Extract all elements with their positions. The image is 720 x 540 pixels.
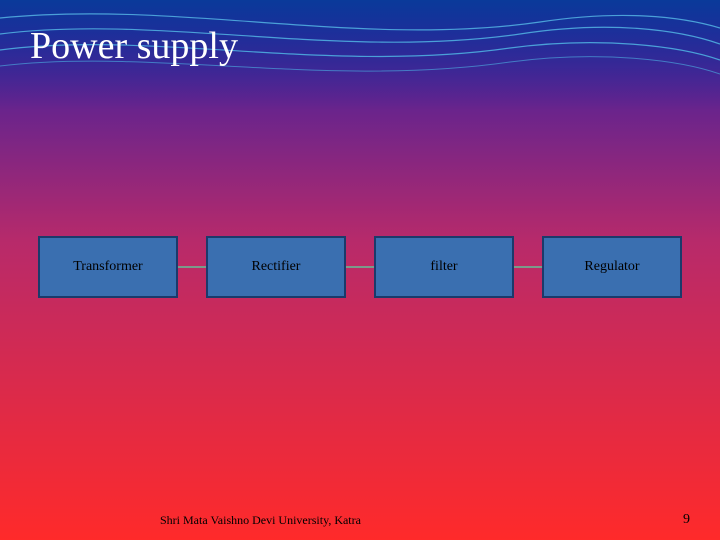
node-regulator: Regulator xyxy=(542,236,682,298)
slide: Power supply Transformer Rectifier filter R… xyxy=(0,0,720,540)
node-label: Rectifier xyxy=(252,259,301,275)
node-label: Regulator xyxy=(584,259,639,275)
node-filter: filter xyxy=(374,236,514,298)
connector xyxy=(178,266,206,268)
node-label: filter xyxy=(430,259,457,275)
footer-text: Shri Mata Vaishno Devi University, Katra xyxy=(160,513,361,528)
page-title: Power supply xyxy=(30,24,238,68)
node-transformer: Transformer xyxy=(38,236,178,298)
connector xyxy=(346,266,374,268)
page-number: 9 xyxy=(683,512,690,528)
power-supply-flowchart: Transformer Rectifier filter Regulator xyxy=(0,232,720,302)
node-label: Transformer xyxy=(73,259,142,275)
footer: Shri Mata Vaishno Devi University, Katra… xyxy=(0,512,720,528)
connector xyxy=(514,266,542,268)
node-rectifier: Rectifier xyxy=(206,236,346,298)
